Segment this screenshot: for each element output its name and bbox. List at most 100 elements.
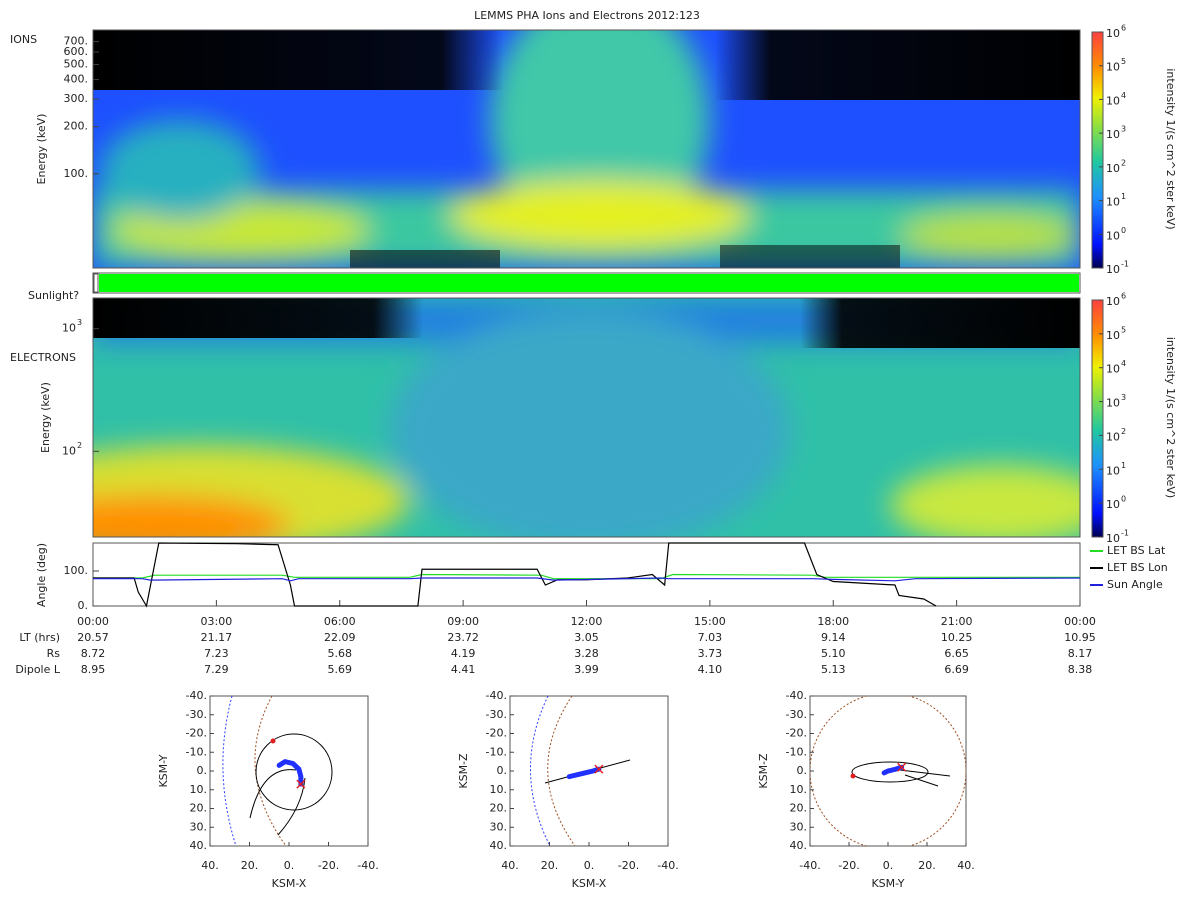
y-tick-label: 10. [190, 783, 208, 796]
y-tick-label: 10. [790, 783, 808, 796]
sunlight-band [99, 274, 1079, 292]
ephemeris-value: 9.14 [821, 631, 846, 644]
y-tick-label: 0. [78, 599, 89, 612]
colorbar [1091, 299, 1104, 538]
electron-spectrogram [93, 298, 1080, 537]
x-tick-label: 40. [201, 859, 219, 872]
y-tick-label: -20. [486, 727, 507, 740]
y-tick-label: 10. [490, 783, 508, 796]
x-tick-label: 15:00 [694, 615, 726, 628]
y-tick-label: -20. [186, 727, 207, 740]
x-tick-label: 40. [501, 859, 519, 872]
ephemeris-value: 3.73 [698, 647, 723, 660]
ephemeris-value: 3.05 [574, 631, 599, 644]
ion-spectrogram [93, 30, 1080, 268]
colorbar-tick-label: 10 [1106, 532, 1120, 545]
colorbar-tick-label-exponent: 4 [1121, 359, 1126, 368]
y-tick-label: -10. [786, 745, 807, 758]
x-tick-label: 09:00 [447, 615, 479, 628]
y-tick-label: -30. [186, 708, 207, 721]
colorbar-tick-label-exponent: 3 [1121, 393, 1126, 402]
y-tick-label: -40. [486, 689, 507, 702]
x-tick-label: 12:00 [571, 615, 603, 628]
x-tick-label: 18:00 [817, 615, 849, 628]
colorbar-tick-label-exponent: 6 [1121, 292, 1126, 301]
colorbar-tick-label-exponent: -1 [1121, 529, 1129, 538]
ephemeris-value: 4.41 [451, 663, 476, 676]
y-tick-label: 100. [64, 167, 89, 180]
x-tick-label: 21:00 [941, 615, 973, 628]
y-tick-label: 0. [797, 764, 808, 777]
ephemeris-value: 8.95 [81, 663, 106, 676]
colorbar-tick-label: 10 [1106, 263, 1120, 276]
y-tick-label: 200. [64, 120, 89, 133]
trajectory [566, 766, 602, 780]
band-frame [92, 272, 1081, 294]
ephemeris-value: 8.72 [81, 647, 106, 660]
colorbar-tick-label: 10 [1106, 329, 1120, 342]
y-tick-label: 0. [497, 764, 508, 777]
x-tick-label: 06:00 [324, 615, 356, 628]
y-tick-label: 30. [490, 820, 508, 833]
colorbar [1091, 31, 1104, 269]
colorbar-tick-label: 10 [1106, 229, 1120, 242]
y-tick-label: 10 [62, 322, 76, 335]
y-axis-label: Energy (keV) [35, 114, 48, 185]
y-tick-label: 10 [62, 444, 76, 457]
colorbar-tick-label-exponent: 1 [1121, 461, 1126, 470]
ephemeris-value: 4.10 [698, 663, 723, 676]
colorbar-tick-label: 10 [1106, 162, 1120, 175]
colorbar-tick-label: 10 [1106, 94, 1120, 107]
y-tick-label: -40. [186, 689, 207, 702]
ephemeris-value: 3.99 [574, 663, 599, 676]
ephemeris-value: 7.03 [698, 631, 723, 644]
y-tick-label: 30. [190, 820, 208, 833]
trajectory [276, 758, 304, 787]
x-tick-label: 20. [241, 859, 259, 872]
y-tick-label: 40. [190, 839, 208, 852]
y-axis-label: KSM-Z [757, 753, 770, 789]
ephemeris-value: 22.09 [324, 631, 356, 644]
colorbar-tick-label: 10 [1106, 27, 1120, 40]
colorbar-tick-label: 10 [1106, 295, 1120, 308]
end-marker [897, 762, 907, 772]
colorbar-tick-label: 10 [1106, 196, 1120, 209]
y-tick-label: -30. [786, 708, 807, 721]
ephemeris-value: 10.25 [941, 631, 973, 644]
y-axis-label: Angle (deg) [35, 543, 48, 607]
colorbar-tick-label-exponent: 4 [1121, 91, 1126, 100]
panel-label: ELECTRONS [10, 351, 76, 364]
figure-title: LEMMS PHA Ions and Electrons 2012:123 [474, 9, 700, 22]
colorbar-label: intensity 1/(s cm^2 ster keV) [1164, 337, 1177, 498]
y-tick-label: 700. [64, 35, 89, 48]
y-tick-label: 30. [790, 820, 808, 833]
y-tick-label: -10. [186, 745, 207, 758]
y-tick-label: 20. [190, 802, 208, 815]
x-axis-label: KSM-Y [871, 877, 904, 890]
y-tick-label: 100. [64, 564, 89, 577]
ephemeris-value: 3.28 [574, 647, 599, 660]
ephemeris-value: 6.69 [944, 663, 969, 676]
y-tick-label: -30. [486, 708, 507, 721]
ephemeris-value: 5.68 [328, 647, 353, 660]
angle-line [93, 542, 937, 608]
ephemeris-label: Dipole L [15, 663, 61, 676]
colorbar-tick-label-exponent: 2 [1121, 427, 1126, 436]
x-tick-label: 0. [584, 859, 595, 872]
x-axis-label: KSM-X [272, 877, 307, 890]
x-tick-label: 20. [541, 859, 559, 872]
x-tick-label: -40. [657, 859, 678, 872]
colorbar-tick-label: 10 [1106, 430, 1120, 443]
colorbar-tick-label-exponent: 0 [1121, 226, 1126, 235]
colorbar-tick-label: 10 [1106, 397, 1120, 410]
band-gap [93, 273, 99, 293]
colorbar-tick-label-exponent: 5 [1121, 57, 1126, 66]
ephemeris-value: 20.57 [77, 631, 109, 644]
colorbar-tick-label-exponent: 1 [1121, 192, 1126, 201]
ephemeris-value: 10.95 [1064, 631, 1096, 644]
end-marker [296, 779, 306, 789]
colorbar-tick-label-exponent: 0 [1121, 495, 1126, 504]
y-tick-label: 500. [64, 57, 89, 70]
legend-label: LET BS Lon [1107, 561, 1168, 574]
